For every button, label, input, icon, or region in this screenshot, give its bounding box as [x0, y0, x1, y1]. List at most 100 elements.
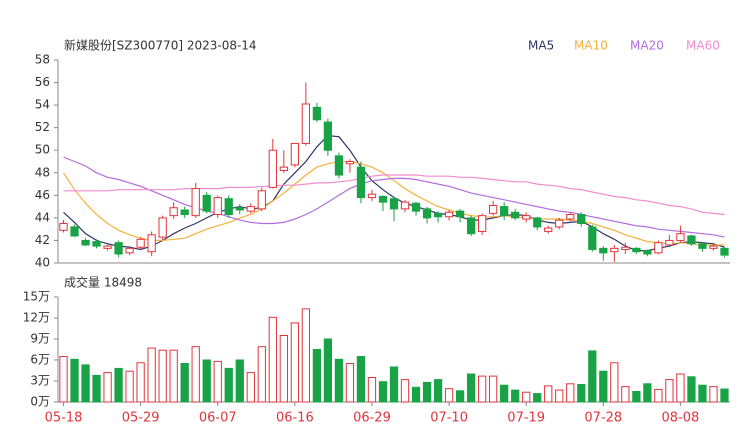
candle-body	[687, 235, 696, 245]
volume-bar	[114, 367, 123, 403]
volume-bar	[544, 385, 553, 403]
y-tick-label: 46	[35, 188, 50, 202]
candle-body	[632, 247, 641, 253]
x-tick-label: 08-08	[662, 411, 700, 426]
volume-bar	[279, 335, 288, 403]
volume-bar	[301, 308, 311, 403]
candle-body	[114, 242, 123, 255]
volume-bar	[632, 391, 641, 403]
candle-body	[466, 217, 476, 235]
y-tick-label: 15万	[23, 290, 50, 304]
candle-body	[400, 201, 410, 210]
y-tick-label: 0万	[30, 395, 50, 409]
volume-bar	[588, 350, 597, 403]
candle-body	[70, 226, 79, 237]
candle-body	[367, 193, 377, 199]
volume-bar	[599, 370, 608, 403]
volume-bar	[577, 384, 586, 403]
candle-body	[555, 219, 564, 228]
y-tick-label: 58	[35, 53, 50, 67]
candle-body	[147, 234, 156, 253]
volume-bar	[643, 383, 652, 403]
candle-body	[599, 247, 608, 254]
legend-label: MA5	[528, 39, 554, 53]
candle-body	[709, 245, 718, 249]
volume-bar	[477, 375, 487, 403]
candle-body	[345, 161, 355, 165]
candle-body	[720, 247, 729, 256]
y-tick-label: 12万	[23, 311, 50, 325]
volume-bar	[147, 347, 156, 403]
volume-bar	[103, 372, 112, 403]
y-tick-label: 6万	[30, 353, 50, 367]
candle-body	[356, 166, 366, 199]
legend-label: MA10	[574, 39, 608, 53]
volume-bar	[158, 349, 167, 403]
candle-body	[389, 198, 399, 210]
legend-label: MA60	[686, 39, 720, 53]
volume-bar	[389, 366, 399, 403]
y-tick-label: 48	[35, 165, 50, 179]
ma-line	[62, 160, 725, 246]
volume-bar	[334, 358, 344, 403]
volume-bar	[400, 379, 410, 403]
candle-body	[59, 223, 68, 231]
volume-bar	[500, 384, 509, 403]
x-tick-label: 05-18	[45, 411, 83, 426]
y-tick-label: 52	[35, 120, 50, 134]
volume-bar	[709, 386, 718, 403]
y-tick-label: 3万	[30, 374, 50, 388]
x-tick-label: 06-07	[199, 411, 237, 426]
volume-bar	[125, 370, 134, 403]
x-tick-label: 07-19	[507, 411, 545, 426]
volume-bar	[489, 375, 498, 403]
volume-bar	[522, 391, 531, 403]
volume-bar	[466, 373, 476, 403]
candle-body	[268, 149, 277, 188]
volume-bar	[213, 360, 222, 403]
volume-bar	[169, 349, 178, 403]
volume-bar	[235, 359, 244, 403]
volume-bar	[511, 389, 520, 403]
x-tick-label: 06-16	[276, 411, 314, 426]
volume-bar	[378, 381, 388, 403]
candle-body	[676, 233, 685, 241]
candle-body	[533, 217, 542, 228]
volume-bar	[422, 381, 432, 403]
candle-body	[588, 226, 597, 250]
y-tick-label: 50	[35, 143, 50, 157]
volume-bar	[367, 377, 377, 403]
candle-body	[334, 155, 344, 176]
volume-bar	[59, 356, 68, 403]
candle-body	[433, 212, 443, 218]
x-tick-label: 05-29	[122, 411, 160, 426]
candle-body	[213, 197, 222, 216]
volume-bar	[676, 373, 685, 403]
candle-body	[323, 121, 333, 151]
volume-bar	[533, 393, 542, 403]
volume-bar	[654, 388, 663, 403]
candle-body	[654, 242, 663, 254]
volume-bar	[444, 388, 454, 403]
volume-bar	[665, 379, 674, 403]
volume-bar	[621, 386, 630, 403]
volume-bar	[356, 356, 366, 403]
candle-body	[444, 211, 454, 218]
volume-bar	[191, 346, 200, 403]
volume-bar	[202, 359, 211, 403]
candle-body	[180, 209, 189, 216]
candle-body	[81, 239, 90, 246]
volume-bar	[433, 379, 443, 403]
candle-body	[455, 210, 465, 218]
candle-body	[522, 215, 531, 220]
candle-body	[411, 202, 421, 212]
candle-body	[169, 207, 178, 217]
volume-title: 成交量 18498	[64, 275, 142, 290]
candle-body	[92, 241, 101, 247]
candle-body	[279, 166, 288, 172]
x-tick-label: 07-28	[584, 411, 622, 426]
volume-bar	[345, 363, 355, 403]
volume-bar	[81, 364, 90, 403]
x-tick-label: 06-29	[353, 411, 391, 426]
